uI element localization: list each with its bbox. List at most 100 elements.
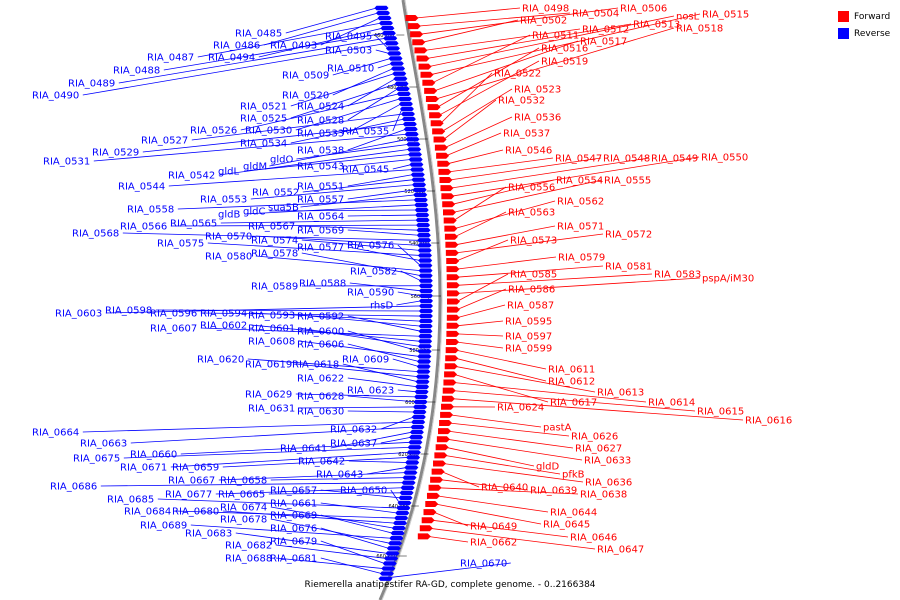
leader-line (250, 312, 421, 322)
reverse-gene-arrow (418, 273, 433, 278)
reverse-gene-label: RIA_0685 (107, 495, 154, 506)
leader-line (440, 72, 493, 124)
leader-line (453, 374, 549, 403)
reverse-gene-arrow (407, 445, 422, 450)
reverse-gene-arrow (389, 536, 404, 541)
reverse-gene-arrow (407, 152, 422, 157)
reverse-gene-label: RIA_0618 (292, 360, 339, 371)
leader-line (347, 377, 418, 388)
leader-line (347, 159, 411, 167)
leader-line (417, 12, 571, 27)
reverse-gene-label: RIA_0533 (297, 129, 344, 140)
forward-gene-arrow (441, 395, 455, 402)
forward-gene-arrow (434, 452, 448, 459)
reverse-gene-arrow (415, 374, 430, 379)
legend-reverse: Reverse (838, 25, 890, 42)
forward-gene-label: RIA_0636 (585, 478, 632, 489)
reverse-gene-label: RIA_0575 (157, 239, 204, 250)
reverse-gene-label: RIA_0676 (270, 524, 317, 535)
leader-line (448, 157, 554, 173)
reverse-gene-label: RIA_0593 (248, 311, 295, 322)
leader-line (320, 489, 401, 499)
leader-line (347, 343, 420, 362)
leader-line (422, 19, 519, 43)
reverse-gene-arrow (381, 566, 396, 571)
reverse-gene-arrow (414, 207, 429, 213)
forward-gene-label: RIA_0556 (508, 183, 555, 194)
reverse-gene-arrow (415, 384, 430, 389)
forward-gene-arrow (441, 403, 455, 410)
leader-line (298, 340, 420, 357)
reverse-gene-label: gldO (270, 155, 293, 166)
reverse-gene-arrow (408, 440, 423, 445)
reverse-gene-label: RIA_0603 (55, 309, 102, 320)
reverse-gene-label: RIA_0525 (240, 114, 287, 125)
reverse-gene-arrow (418, 288, 433, 293)
reverse-gene-arrow (385, 46, 400, 51)
forward-gene-label: RIA_0511 (532, 31, 579, 42)
reverse-gene-arrow (381, 31, 396, 36)
forward-gene-arrow (442, 387, 456, 394)
reverse-gene-arrow (402, 121, 417, 127)
leader-line (142, 123, 405, 153)
leader-line (222, 457, 409, 468)
forward-gene-arrow (418, 63, 432, 70)
leader-line (320, 557, 383, 574)
reverse-gene-arrow (391, 66, 406, 71)
leader-line (390, 489, 400, 504)
reverse-gene-label: RIA_0665 (218, 490, 265, 501)
forward-gene-arrow (443, 379, 457, 386)
reverse-gene-label: RIA_0623 (347, 386, 394, 397)
reverse-gene-label: RIA_0486 (213, 41, 260, 52)
leader-line (168, 169, 413, 187)
leader-line (347, 103, 402, 134)
reverse-gene-arrow (374, 5, 389, 11)
reverse-gene-arrow (418, 263, 433, 268)
reverse-gene-label: RIA_0664 (32, 428, 79, 439)
forward-gene-arrow (430, 476, 444, 483)
reverse-gene-arrow (397, 96, 412, 102)
leader-line (163, 32, 384, 71)
leader-line (456, 239, 509, 262)
reverse-gene-label: RIA_0629 (245, 390, 292, 401)
genome-backbone-highlight (381, 0, 443, 600)
leader-line (301, 239, 420, 251)
forward-gene-arrow (435, 444, 449, 451)
leader-line (397, 389, 417, 393)
forward-gene-arrow (433, 136, 447, 143)
reverse-gene-arrow (401, 480, 416, 485)
forward-gene-label: RIA_0626 (571, 432, 618, 443)
leader-line (240, 93, 399, 131)
reverse-gene-label: RIA_0637 (330, 439, 377, 450)
forward-gene-label: RIA_0612 (548, 377, 595, 388)
reverse-gene-label: RIA_0663 (80, 439, 127, 450)
leader-line (444, 455, 561, 475)
leader-line (456, 333, 504, 337)
leader-line (348, 460, 408, 463)
reverse-gene-arrow (412, 182, 427, 187)
reverse-gene-label: RIA_0487 (147, 53, 194, 64)
reverse-gene-arrow (416, 222, 431, 228)
reverse-gene-label: RIA_0535 (342, 127, 389, 138)
reverse-gene-arrow (399, 490, 414, 495)
reverse-gene-arrow (405, 460, 420, 465)
forward-gene-arrow (432, 128, 446, 135)
forward-gene-arrow (412, 39, 426, 46)
forward-gene-arrow (446, 314, 460, 321)
forward-gene-label: RIA_0581 (605, 262, 652, 273)
forward-gene-label: RIA_0506 (620, 4, 667, 15)
reverse-gene-arrow (392, 71, 407, 76)
reverse-gene-arrow (411, 414, 426, 420)
leader-line (82, 421, 414, 433)
forward-gene-label: nosL (676, 12, 700, 23)
leader-line (342, 363, 418, 383)
reverse-gene-label: RIA_0609 (342, 355, 389, 366)
reverse-gene-arrow (415, 379, 430, 384)
forward-gene-label: RIA_0548 (603, 154, 650, 165)
leader-line (366, 467, 407, 475)
reverse-gene-label: RIA_0628 (297, 392, 344, 403)
reverse-gene-arrow (418, 313, 433, 319)
reverse-gene-label: RIA_0564 (297, 212, 344, 223)
leader-line (222, 510, 396, 524)
leader-line (455, 357, 547, 382)
